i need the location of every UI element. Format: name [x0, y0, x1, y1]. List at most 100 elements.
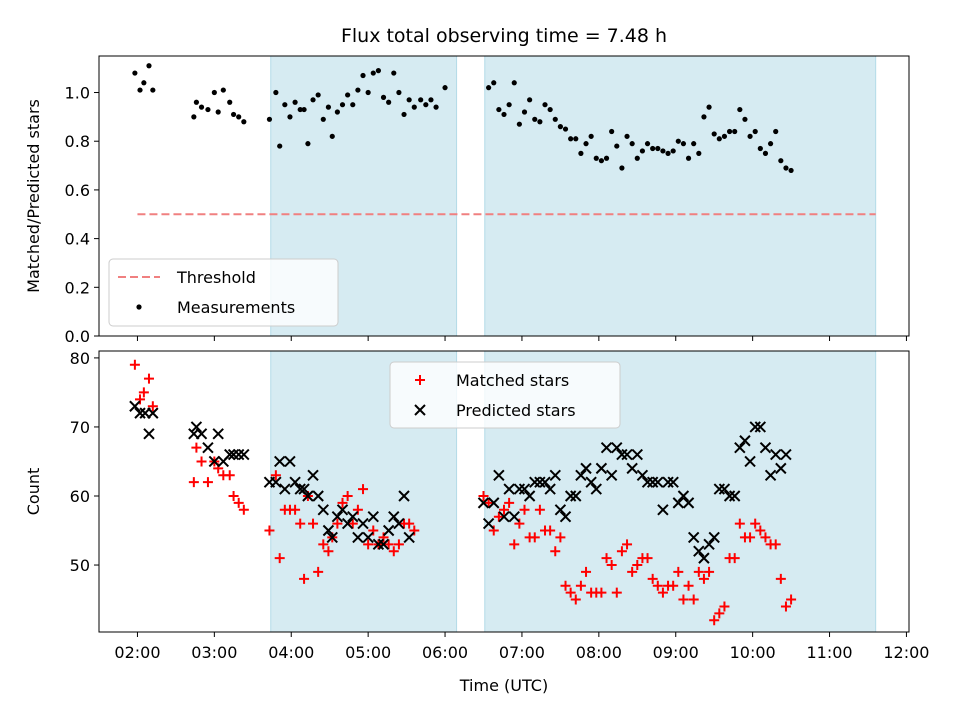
measurement-point — [350, 102, 356, 108]
matched-star-marker — [388, 546, 399, 557]
bottom-xtick-label: 08:00 — [576, 643, 622, 662]
measurement-point — [310, 97, 316, 103]
predicted-star-marker — [759, 441, 772, 454]
matched-star-marker — [238, 504, 249, 515]
matched-star-marker — [555, 532, 566, 543]
predicted-star-marker — [713, 483, 726, 495]
measurement-point — [568, 136, 574, 142]
bottom-xtick-label: 03:00 — [191, 643, 237, 662]
measurement-point — [211, 89, 217, 96]
measurement-point — [355, 87, 361, 93]
predicted-star-marker — [539, 476, 551, 488]
measurement-point — [150, 87, 156, 93]
predicted-star-marker — [595, 462, 608, 475]
predicted-star-marker — [780, 448, 792, 461]
matched-star-marker — [143, 373, 154, 384]
measurement-point — [339, 102, 346, 108]
predicted-star-marker — [570, 490, 582, 502]
matched-star-marker — [404, 518, 415, 529]
matched-star-marker — [668, 580, 679, 591]
predicted-star-marker — [749, 421, 761, 433]
measurement-point — [325, 104, 332, 110]
matched-star-marker — [745, 532, 756, 543]
bottom-xtick-label: 11:00 — [806, 643, 852, 662]
matched-star-marker — [550, 546, 561, 557]
predicted-star-marker — [493, 469, 505, 481]
measurement-point — [141, 80, 147, 86]
measurement-point — [282, 102, 288, 108]
matched-star-marker — [129, 359, 140, 370]
predicted-star-marker — [667, 476, 679, 488]
bottom-y-axis-label: Count — [24, 468, 43, 516]
predicted-star-marker — [764, 469, 777, 481]
predicted-star-marker — [652, 476, 664, 488]
predicted-star-marker — [503, 483, 515, 495]
predicted-star-marker — [382, 524, 395, 537]
predicted-star-marker — [317, 504, 329, 516]
measurement-point — [634, 155, 640, 161]
matched-star-marker — [775, 573, 786, 584]
predicted-star-marker — [754, 421, 767, 433]
bottom-ytick-label: 50 — [70, 556, 90, 575]
predicted-star-marker — [703, 538, 715, 551]
predicted-star-marker — [347, 510, 359, 523]
predicted-star-marker — [611, 441, 623, 454]
predicted-star-marker — [232, 448, 245, 461]
measurement-point — [442, 85, 448, 91]
legend-predicted-swatch — [414, 404, 426, 416]
matched-star-marker — [299, 573, 310, 584]
matched-stars-series — [129, 359, 797, 626]
predicted-star-marker — [312, 490, 324, 502]
matched-star-marker — [688, 594, 699, 605]
top-y-axis-label: Matched/Predicted stars — [24, 99, 43, 293]
measurement-point — [215, 109, 221, 115]
predicted-star-marker — [488, 497, 500, 509]
predicted-star-marker — [143, 428, 155, 440]
measurement-point — [236, 114, 242, 120]
predicted-star-marker — [498, 510, 510, 523]
matched-star-marker — [488, 525, 499, 536]
predicted-star-marker — [580, 462, 592, 475]
predicted-star-marker — [190, 421, 203, 433]
measurement-point — [198, 104, 205, 110]
predicted-star-marker — [554, 504, 567, 516]
measurement-point — [696, 150, 702, 156]
predicted-star-marker — [693, 545, 705, 557]
matched-star-marker — [147, 401, 158, 412]
top-ytick-label: 0.4 — [65, 230, 90, 249]
matched-star-marker — [683, 580, 694, 591]
measurement-point — [292, 99, 298, 105]
measurement-point — [726, 128, 733, 135]
measurement-point — [675, 138, 681, 144]
measurement-point — [230, 111, 237, 118]
matched-star-marker — [760, 532, 771, 543]
bottom-xtick-label: 06:00 — [422, 643, 468, 662]
matched-star-marker — [196, 456, 207, 467]
predicted-star-marker — [698, 552, 710, 564]
measurement-point — [329, 133, 335, 139]
predicted-star-marker — [208, 455, 221, 468]
matched-star-marker — [290, 504, 301, 515]
matched-star-marker — [202, 477, 213, 488]
bottom-xtick-label: 10:00 — [730, 643, 776, 662]
bottom-xtick-label: 09:00 — [653, 643, 699, 662]
predicted-star-marker — [641, 476, 654, 488]
measurement-point — [277, 143, 283, 149]
measurement-point — [716, 136, 722, 142]
measurement-point — [614, 143, 620, 149]
measurement-point — [778, 158, 784, 164]
predicted-star-marker — [708, 531, 720, 544]
matched-star-marker — [378, 532, 389, 543]
panel-ratio: 0.0 0.2 0.4 0.6 0.8 1.0 Matched/Predicted star… — [24, 55, 910, 346]
bottom-axes-frame — [98, 350, 910, 633]
matched-star-marker — [347, 518, 358, 529]
measurement-point — [516, 121, 522, 127]
measurement-point — [685, 155, 692, 161]
predicted-star-marker — [238, 448, 250, 461]
bottom-xtick-label: 02:00 — [114, 643, 160, 662]
measurement-point — [639, 148, 646, 154]
predicted-star-marker — [279, 483, 291, 495]
measurement-point — [360, 72, 366, 79]
predicted-star-marker — [631, 448, 643, 461]
measurement-point — [629, 141, 635, 147]
